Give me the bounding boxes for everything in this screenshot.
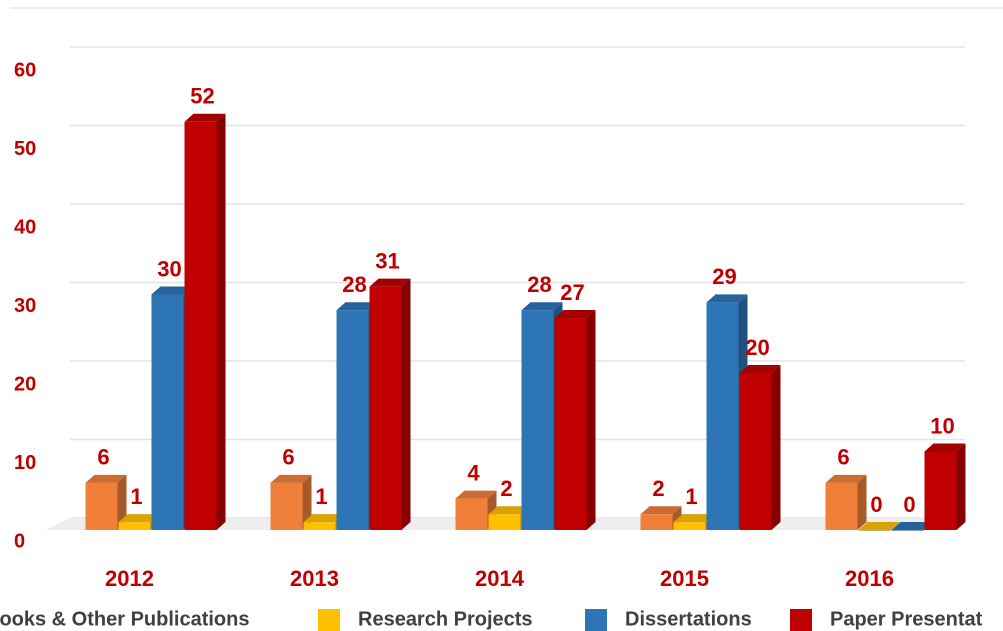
bar	[739, 373, 772, 530]
value-label: 6	[837, 445, 849, 470]
bar	[488, 514, 521, 530]
value-label: 31	[375, 248, 399, 273]
legend-label: Paper Presentat	[830, 608, 983, 630]
y-tick-label: 60	[14, 59, 36, 81]
bar-top	[118, 514, 160, 523]
x-tick-label: 2013	[290, 566, 339, 591]
bar-top	[303, 514, 345, 523]
y-tick-label: 50	[14, 138, 36, 160]
bar-top	[336, 302, 378, 311]
value-label: 0	[870, 492, 882, 517]
bar	[924, 451, 957, 530]
bar-side	[890, 522, 900, 531]
bar-side	[401, 278, 411, 530]
bar-top	[858, 522, 900, 530]
bar-side	[586, 310, 596, 530]
bar	[673, 522, 706, 530]
y-tick-label: 0	[14, 530, 25, 552]
bar-top	[488, 506, 530, 515]
y-tick-label: 10	[14, 452, 36, 474]
value-label: 28	[527, 272, 551, 297]
bar	[455, 498, 488, 530]
bar	[151, 294, 184, 530]
value-label: 2	[500, 476, 512, 501]
value-label: 0	[903, 492, 915, 517]
bar	[858, 530, 891, 531]
value-label: 6	[97, 445, 109, 470]
x-tick-label: 2016	[845, 566, 894, 591]
bar	[184, 121, 217, 531]
bar	[521, 310, 554, 530]
value-label: 27	[560, 280, 584, 305]
bar	[118, 522, 151, 530]
bar-top	[706, 294, 748, 303]
x-tick-label: 2012	[105, 566, 154, 591]
bar	[270, 482, 303, 530]
value-label: 10	[930, 413, 954, 438]
bar-top	[270, 474, 312, 483]
bar	[85, 482, 118, 530]
bar	[825, 482, 858, 530]
bar-top	[455, 490, 497, 499]
value-label: 4	[467, 460, 480, 485]
bar	[706, 302, 739, 530]
bar	[554, 318, 587, 530]
bar-top	[184, 113, 226, 122]
x-tick-label: 2014	[475, 566, 525, 591]
bar-top	[554, 310, 596, 319]
bar-top	[151, 286, 193, 295]
y-tick-label: 20	[14, 373, 36, 395]
value-label: 1	[315, 484, 327, 509]
value-label: 1	[685, 484, 697, 509]
x-tick-label: 2015	[660, 566, 709, 591]
bar-side	[216, 113, 226, 531]
value-label: 28	[342, 272, 366, 297]
bar	[891, 530, 924, 531]
value-label: 29	[712, 264, 736, 289]
legend-label: Dissertations	[625, 608, 752, 630]
bar	[369, 286, 402, 530]
bar-side	[956, 443, 966, 530]
bar-side	[302, 474, 312, 530]
legend-swatch	[318, 609, 340, 631]
bar-top	[673, 514, 715, 523]
legend-label: Books & Other Publications	[0, 608, 249, 630]
bar-top	[369, 278, 411, 287]
bar-side	[771, 365, 781, 530]
value-label: 52	[190, 84, 214, 109]
value-label: 1	[130, 484, 142, 509]
value-label: 2	[652, 476, 664, 501]
value-label: 6	[282, 445, 294, 470]
bar-top	[825, 474, 867, 483]
bar-top	[891, 522, 933, 530]
y-tick-label: 40	[14, 216, 36, 238]
bar	[303, 522, 336, 530]
value-label: 30	[157, 256, 181, 281]
legend-swatch	[790, 609, 812, 631]
bar-top	[739, 365, 781, 373]
bar-top	[521, 302, 563, 311]
legend-swatch	[585, 609, 607, 631]
bar	[336, 310, 369, 530]
bar	[640, 514, 673, 530]
value-label: 20	[745, 335, 769, 360]
bar-top	[640, 506, 682, 515]
y-tick-label: 30	[14, 295, 36, 317]
bar-side	[857, 474, 867, 530]
bar-top	[924, 443, 966, 452]
bar-side	[117, 474, 127, 530]
bar-top	[85, 474, 127, 483]
legend-label: Research Projects	[358, 608, 533, 630]
